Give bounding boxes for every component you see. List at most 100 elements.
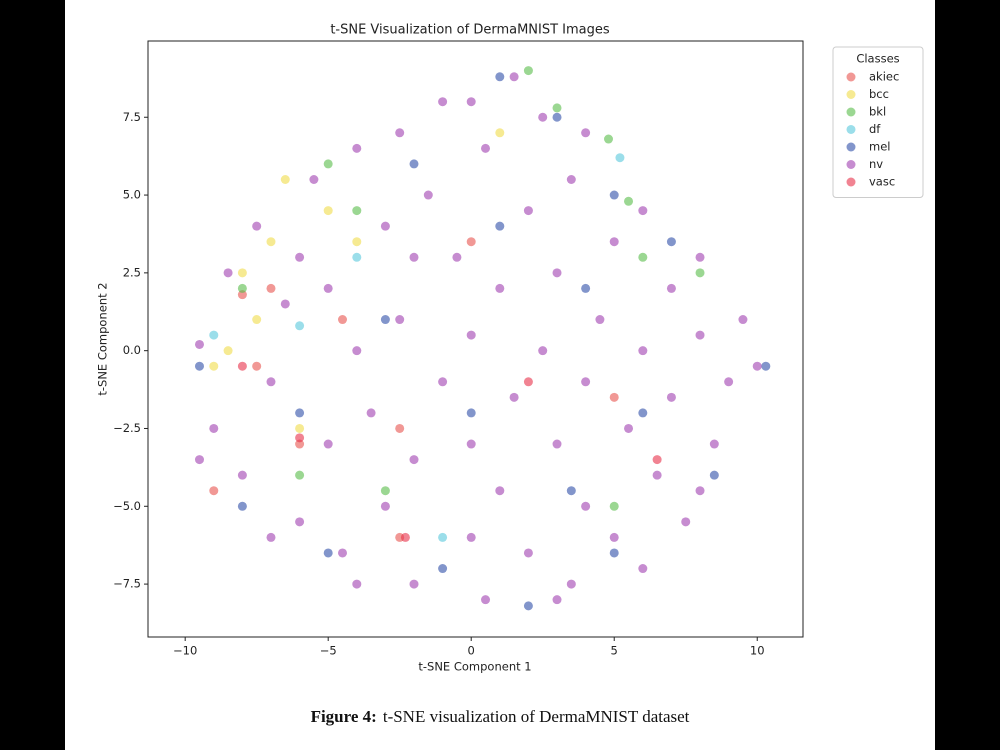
point bbox=[295, 433, 305, 443]
point bbox=[209, 423, 219, 433]
x-axis-label: t-SNE Component 1 bbox=[418, 660, 531, 674]
point bbox=[380, 315, 390, 325]
point bbox=[295, 321, 305, 331]
point bbox=[409, 252, 419, 262]
point bbox=[380, 501, 390, 511]
point bbox=[280, 174, 290, 184]
point bbox=[466, 330, 476, 340]
point bbox=[438, 564, 448, 574]
point bbox=[466, 408, 476, 418]
point bbox=[266, 532, 276, 542]
point bbox=[209, 330, 219, 340]
legend-marker bbox=[846, 142, 856, 152]
point bbox=[323, 283, 333, 293]
point bbox=[495, 72, 505, 82]
point bbox=[352, 346, 362, 356]
point bbox=[638, 206, 648, 216]
point bbox=[638, 408, 648, 418]
point bbox=[523, 66, 533, 76]
point bbox=[252, 315, 262, 325]
y-axis-label: t-SNE Component 2 bbox=[96, 282, 110, 395]
point bbox=[695, 330, 705, 340]
y-tick-label: 7.5 bbox=[123, 110, 141, 124]
point bbox=[609, 237, 619, 247]
point bbox=[423, 190, 433, 200]
point bbox=[538, 346, 548, 356]
point bbox=[615, 153, 625, 163]
point bbox=[481, 595, 491, 605]
point bbox=[194, 455, 204, 465]
point bbox=[295, 423, 305, 433]
point bbox=[666, 237, 676, 247]
point bbox=[609, 392, 619, 402]
point bbox=[566, 174, 576, 184]
point bbox=[695, 486, 705, 496]
point bbox=[652, 455, 662, 465]
point bbox=[452, 252, 462, 262]
point bbox=[566, 486, 576, 496]
y-tick-label: 5.0 bbox=[123, 188, 141, 202]
point bbox=[266, 377, 276, 387]
point bbox=[295, 408, 305, 418]
point bbox=[395, 423, 405, 433]
caption: Figure 4: t-SNE visualization of DermaMNI… bbox=[0, 707, 1000, 727]
point bbox=[609, 501, 619, 511]
point bbox=[552, 103, 562, 113]
point bbox=[495, 486, 505, 496]
legend-marker bbox=[846, 160, 856, 169]
point bbox=[309, 174, 319, 184]
legend-marker bbox=[846, 107, 856, 117]
point bbox=[495, 221, 505, 231]
point bbox=[738, 315, 748, 325]
point bbox=[552, 595, 562, 605]
x-tick-label: −10 bbox=[173, 644, 197, 658]
point bbox=[400, 532, 410, 542]
point bbox=[624, 196, 634, 206]
point bbox=[566, 579, 576, 589]
point bbox=[323, 159, 333, 169]
point bbox=[552, 268, 562, 278]
point bbox=[266, 283, 276, 293]
point bbox=[438, 532, 448, 542]
point bbox=[237, 268, 247, 278]
point bbox=[352, 252, 362, 262]
y-tick-label: −5.0 bbox=[113, 499, 141, 513]
point bbox=[395, 128, 405, 138]
point bbox=[761, 361, 771, 371]
point bbox=[252, 361, 262, 371]
point bbox=[380, 486, 390, 496]
point bbox=[581, 128, 591, 138]
point bbox=[709, 439, 719, 449]
point bbox=[323, 206, 333, 216]
point bbox=[466, 237, 476, 247]
point bbox=[523, 377, 533, 387]
point bbox=[295, 470, 305, 480]
point bbox=[581, 377, 591, 387]
point bbox=[209, 361, 219, 371]
legend-label: bkl bbox=[869, 105, 886, 119]
point bbox=[209, 486, 219, 496]
point bbox=[352, 143, 362, 153]
point bbox=[194, 339, 204, 349]
point bbox=[466, 439, 476, 449]
point bbox=[552, 112, 562, 122]
point bbox=[438, 97, 448, 107]
legend-marker bbox=[846, 90, 856, 99]
legend-marker bbox=[846, 125, 856, 134]
point bbox=[409, 159, 419, 169]
legend-marker bbox=[846, 177, 856, 187]
y-tick-label: −7.5 bbox=[113, 577, 141, 591]
point bbox=[366, 408, 376, 418]
points bbox=[194, 66, 771, 611]
legend-label: mel bbox=[869, 140, 890, 154]
point bbox=[581, 501, 591, 511]
legend-title: Classes bbox=[856, 52, 899, 66]
point bbox=[509, 72, 519, 82]
point bbox=[681, 517, 691, 527]
legend-box bbox=[832, 46, 924, 198]
x-tick-label: 10 bbox=[750, 644, 765, 658]
point bbox=[409, 455, 419, 465]
point bbox=[495, 283, 505, 293]
legend-label: nv bbox=[869, 157, 883, 171]
point bbox=[280, 299, 290, 309]
